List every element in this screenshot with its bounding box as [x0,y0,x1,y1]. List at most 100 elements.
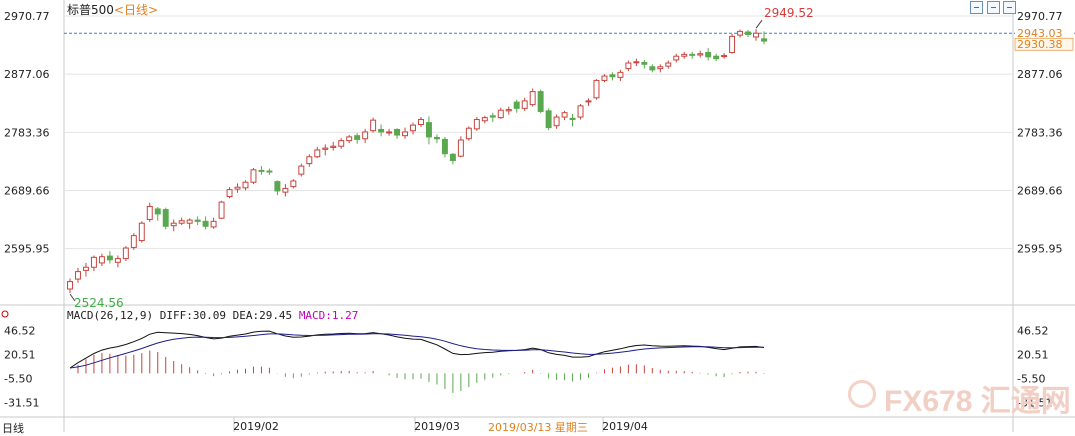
close-panel-icon[interactable] [1003,1,1016,14]
candle-body [98,256,105,264]
date-label: 2019/04 [602,420,648,432]
candle-body [186,219,193,224]
candle-body [266,170,273,173]
macd-tick-label-left: 20.51 [4,348,36,361]
candle-body [202,220,209,227]
candle-body [585,100,592,103]
candle-body [665,62,672,67]
candle-body [218,201,225,219]
chart-title: 标普500<日线> [67,1,158,18]
candle-body [67,281,73,290]
candle-body [737,30,744,36]
candle-body [553,116,560,127]
price-tick-label: 2783.36 [1017,126,1063,139]
price-tick-label-left: 2877.06 [4,68,50,81]
candle-body [673,55,680,61]
candle-body [441,138,448,155]
macd-diff-line [69,330,765,369]
candle-body [601,75,608,81]
candle-body [569,117,576,121]
candle-body [194,219,201,222]
candle-body [537,91,544,112]
candle-body [489,115,496,118]
macd-tick-label-left: -5.50 [4,372,32,385]
candle-body [234,186,241,190]
candle-body [617,71,624,78]
candle-body [593,79,600,99]
high-pointer [755,19,763,29]
candle-body [410,124,416,132]
macd-tick-label: -5.50 [1017,372,1045,385]
candle-body [298,165,305,175]
candle-body [681,53,688,57]
macd-diff-value: DIFF:30.09 [159,309,226,322]
candle-body [433,137,440,140]
candle-body [505,109,512,112]
candle-body [258,169,265,172]
candle-body [497,109,504,119]
date-label: 2019/02 [233,420,279,432]
timeframe-label[interactable]: <日线> [113,3,159,17]
candle-body [378,128,385,133]
candle-body [178,220,185,224]
macd-dea-line [69,333,765,369]
macd-tick-label: -31.51 [1017,396,1052,409]
candle-body [338,140,345,147]
macd-header: MACD(26,12,9) DIFF:30.09 DEA:29.45 MACD:… [67,309,358,322]
macd-value: MACD:1.27 [298,309,359,322]
candle-body [242,181,249,189]
candle-body [481,117,488,122]
candle-body [346,136,353,142]
candle-body [210,220,217,228]
candle-body [402,131,409,137]
date-label: 2019/03 [414,420,460,432]
candle-body [521,100,528,109]
panel-left-icon[interactable] [970,1,983,14]
macd-tick-label: 46.52 [1017,324,1049,337]
candle-body [90,256,97,268]
candle-body [75,271,81,280]
low-label: 2524.56 [74,296,124,310]
cursor-date-label: 2019/03/13 星期三 [488,421,588,434]
macd-tick-label-left: -31.51 [4,396,39,409]
candle-body [561,112,568,118]
candle-body [545,110,552,129]
price-tick-label: 2689.66 [1017,185,1063,198]
candle-body [354,135,361,140]
candle-body [457,139,464,157]
reference-label: 2943.03 [1017,27,1063,40]
candle-body [625,62,632,70]
watermark-logo-icon [848,380,876,408]
timeframe-footer-label[interactable]: 日线 [2,422,24,435]
crosshair-icon [1,310,9,318]
candle-body [370,119,377,132]
price-tick-label-left: 2689.66 [4,185,50,198]
candle-body [697,53,704,56]
panel-right-icon[interactable] [987,1,1000,14]
candle-body [449,153,456,161]
candle-body [529,91,536,106]
candle-body [418,119,424,125]
candle-body [162,209,169,227]
candle-body [250,169,257,183]
candle-body [82,266,89,271]
candle-body [761,38,767,42]
candle-body [649,66,656,71]
candle-body [577,105,584,118]
candle-body [170,222,177,227]
candle-body [282,187,289,193]
candle-body [314,149,321,158]
price-tick-label-left: 2970.77 [4,10,50,23]
candle-body [745,31,752,35]
candle-body [130,235,137,248]
candle-body [362,131,369,140]
candle-body [274,181,281,192]
candle-body [753,32,759,38]
candle-body [721,55,728,58]
candle-body [226,189,233,198]
macd-tick-label-left: 46.52 [4,324,36,337]
macd-tick-label: 20.51 [1017,348,1049,361]
candle-body [106,255,113,261]
candle-body [114,258,121,263]
